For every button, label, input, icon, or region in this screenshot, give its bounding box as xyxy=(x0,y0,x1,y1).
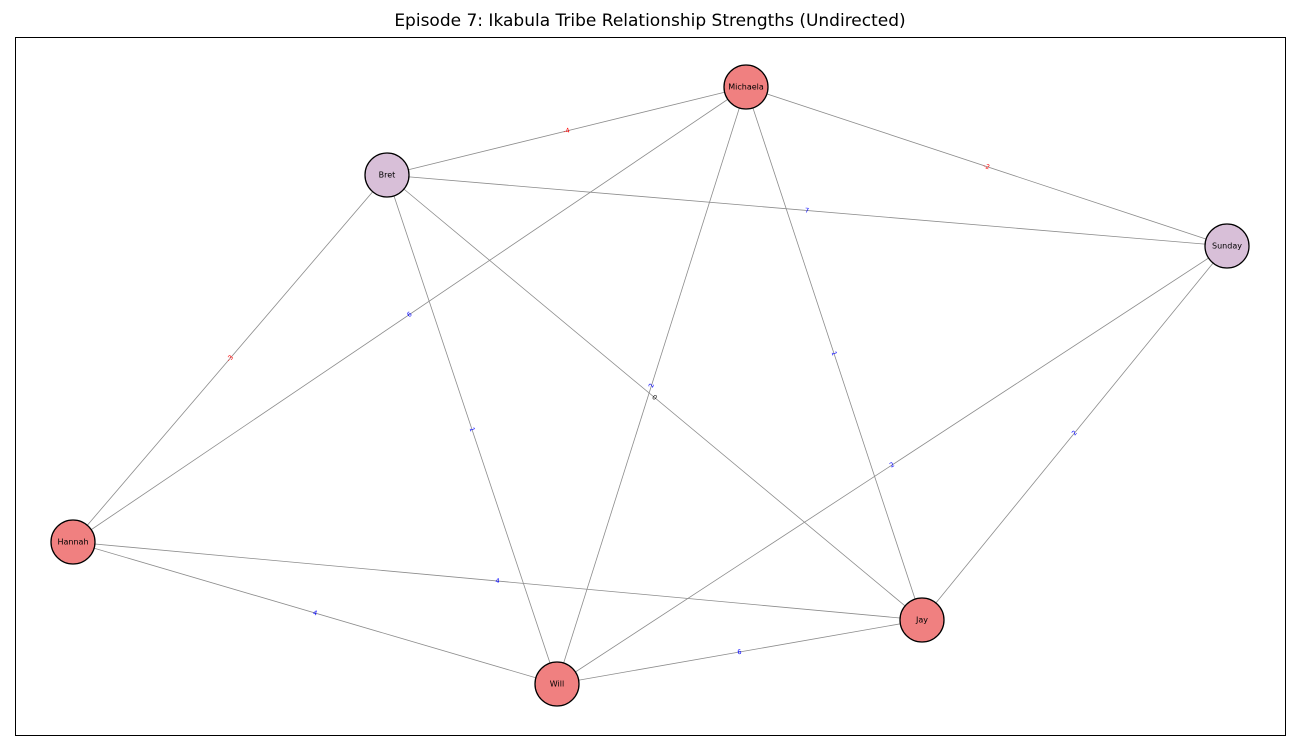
edge-michaela-bret xyxy=(386,86,747,176)
node-circle-jay xyxy=(899,597,945,643)
edge-michaela-hannah xyxy=(72,86,747,543)
edge-weight-label-will-jay: 6 xyxy=(737,648,742,657)
edge-weight-label-michaela-bret: -4 xyxy=(562,126,570,135)
edge-bret-hannah xyxy=(72,174,388,543)
edge-sunday-will xyxy=(556,245,1228,685)
node-circle-hannah xyxy=(50,519,96,565)
node-hannah: Hannah xyxy=(50,519,96,565)
node-bret: Bret xyxy=(364,152,410,198)
node-label-will: Will xyxy=(550,680,564,689)
node-label-hannah: Hannah xyxy=(57,538,88,547)
edge-bret-sunday xyxy=(386,174,1228,247)
node-label-sunday: Sunday xyxy=(1212,242,1242,251)
edge-weight-label-bret-will: 1 xyxy=(468,426,477,432)
edge-weight-label-sunday-will: 2 xyxy=(888,461,896,470)
edge-will-jay xyxy=(556,619,923,685)
edge-hannah-jay xyxy=(72,541,923,621)
edge-weight-label-michaela-hannah: 6 xyxy=(406,310,414,319)
node-label-jay: Jay xyxy=(915,616,928,625)
edge-sunday-jay xyxy=(921,245,1228,621)
node-circle-will xyxy=(534,661,580,707)
edge-bret-will xyxy=(386,174,558,685)
edge-weight-label-michaela-will: 2 xyxy=(647,382,656,388)
edge-weight-label-sunday-jay: 2 xyxy=(1070,429,1079,437)
edge-weight-label-hannah-will: 4 xyxy=(312,609,318,618)
edge-hannah-will xyxy=(72,541,558,685)
node-will: Will xyxy=(534,661,580,707)
edge-michaela-will xyxy=(556,86,747,685)
node-sunday: Sunday xyxy=(1204,223,1250,269)
node-michaela: Michaela xyxy=(723,64,769,110)
nodes-layer: Michaela Bret Sunday Hannah Jay Will xyxy=(50,64,1250,707)
edge-michaela-sunday xyxy=(745,86,1228,247)
edge-weight-label-bret-hannah: -3 xyxy=(225,353,235,363)
edge-weight-label-bret-jay: 0 xyxy=(650,393,658,402)
edges-layer xyxy=(72,86,1228,685)
plot-frame xyxy=(15,37,1286,736)
node-circle-michaela xyxy=(723,64,769,110)
edge-weight-label-hannah-jay: 4 xyxy=(495,577,500,585)
node-circle-sunday xyxy=(1204,223,1250,269)
node-jay: Jay xyxy=(899,597,945,643)
edge-weight-label-bret-sunday: 7 xyxy=(805,206,810,214)
node-label-bret: Bret xyxy=(379,171,396,180)
edge-labels-layer: -4 -2 6 2 1 7 -3 1 0 2 2 4 4 6 xyxy=(225,126,1079,656)
edge-bret-jay xyxy=(386,174,923,621)
edge-michaela-jay xyxy=(745,86,923,621)
node-circle-bret xyxy=(364,152,410,198)
edge-weight-label-michaela-jay: 1 xyxy=(830,350,839,356)
node-label-michaela: Michaela xyxy=(728,83,764,92)
edge-weight-label-michaela-sunday: -2 xyxy=(982,162,991,172)
chart-title: Episode 7: Ikabula Tribe Relationship St… xyxy=(394,11,906,31)
